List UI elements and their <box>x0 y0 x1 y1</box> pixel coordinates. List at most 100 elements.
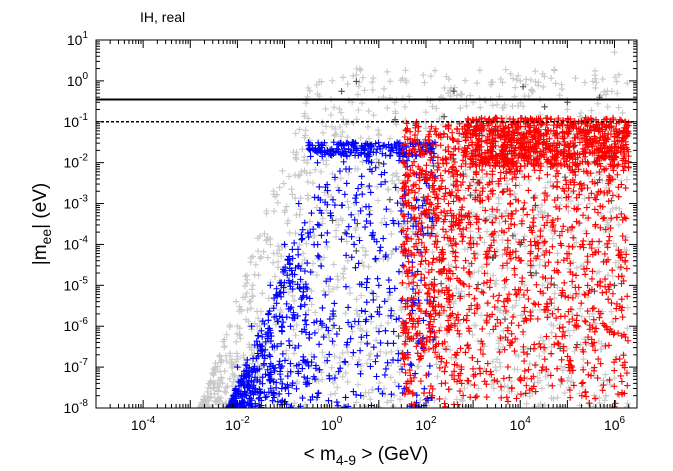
data-point <box>344 133 351 141</box>
data-point <box>470 322 478 329</box>
data-point <box>462 349 469 356</box>
data-point <box>243 382 251 389</box>
data-point <box>433 105 440 112</box>
data-point <box>565 318 573 326</box>
data-point <box>252 358 259 366</box>
data-point <box>548 299 555 307</box>
data-point <box>366 356 374 363</box>
data-point <box>599 289 606 297</box>
data-point <box>429 103 436 110</box>
data-point <box>521 304 528 311</box>
data-point <box>305 380 313 387</box>
data-point <box>566 394 574 401</box>
data-point <box>556 324 563 332</box>
data-point <box>526 392 534 400</box>
data-point <box>369 290 377 297</box>
data-point <box>302 100 310 107</box>
data-point <box>296 285 304 293</box>
data-point <box>624 400 631 407</box>
data-point <box>494 316 501 323</box>
data-point <box>363 157 370 164</box>
data-point <box>276 370 284 378</box>
data-point <box>292 130 299 137</box>
points-layer <box>196 49 632 408</box>
data-point <box>448 354 455 361</box>
data-point <box>556 345 564 352</box>
data-point <box>386 78 394 85</box>
data-point <box>265 317 272 324</box>
data-point <box>311 329 319 337</box>
data-point <box>525 295 532 303</box>
data-point <box>521 232 528 240</box>
data-point <box>462 77 469 84</box>
data-point <box>593 169 600 177</box>
data-point <box>420 317 427 324</box>
data-point <box>615 221 622 229</box>
data-point <box>476 234 484 241</box>
data-point <box>413 152 420 160</box>
data-point <box>356 79 363 86</box>
data-point <box>281 241 288 248</box>
data-point <box>542 262 549 270</box>
data-point <box>384 185 392 193</box>
data-point <box>373 324 380 332</box>
data-point <box>395 176 403 184</box>
data-point <box>552 314 560 322</box>
data-point <box>215 384 223 391</box>
data-point <box>534 315 541 323</box>
data-point <box>301 301 309 308</box>
data-point <box>315 222 323 229</box>
data-point <box>509 232 517 240</box>
data-point <box>493 277 500 284</box>
data-point <box>304 195 312 203</box>
data-point <box>466 182 474 189</box>
data-point <box>322 123 330 130</box>
data-point <box>513 297 520 304</box>
data-point <box>467 92 474 99</box>
data-point <box>237 376 245 384</box>
data-point <box>577 109 585 117</box>
data-point <box>549 235 556 242</box>
data-point <box>273 343 281 350</box>
data-point <box>372 255 379 262</box>
data-point <box>247 297 254 305</box>
data-point <box>323 207 330 214</box>
data-point <box>606 160 613 167</box>
data-point <box>283 313 290 321</box>
data-point <box>598 345 605 353</box>
data-point <box>375 385 382 393</box>
data-point <box>291 171 299 179</box>
data-point <box>529 263 536 270</box>
data-point <box>445 261 452 269</box>
data-point <box>298 236 305 243</box>
data-point <box>516 375 524 383</box>
data-point <box>579 379 587 386</box>
data-point <box>356 237 363 244</box>
data-point <box>310 319 318 326</box>
data-point <box>366 182 373 190</box>
data-point <box>293 148 300 156</box>
data-point <box>297 403 304 408</box>
data-point <box>294 281 301 288</box>
data-point <box>211 364 219 371</box>
data-point <box>613 305 620 312</box>
data-point <box>304 156 311 164</box>
data-point <box>329 325 336 332</box>
data-point <box>450 315 457 323</box>
data-point <box>519 83 527 90</box>
data-point <box>450 198 457 205</box>
data-point <box>367 363 374 370</box>
data-point <box>329 337 336 345</box>
data-point <box>317 318 324 325</box>
data-point <box>431 294 438 301</box>
data-point <box>233 350 241 357</box>
data-point <box>422 257 429 264</box>
data-point <box>210 372 217 379</box>
data-point <box>359 74 367 81</box>
data-point <box>503 207 510 214</box>
data-point <box>229 398 237 405</box>
data-point <box>205 403 212 408</box>
data-point <box>593 79 600 86</box>
data-point <box>352 391 360 399</box>
data-point <box>302 311 310 318</box>
